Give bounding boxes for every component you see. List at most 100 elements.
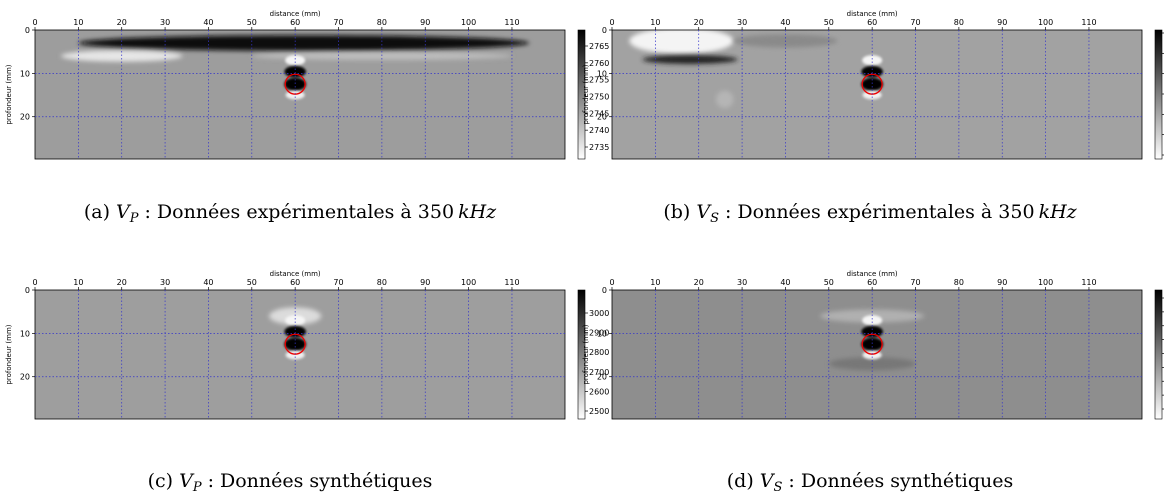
x-tick-label: 90 — [420, 278, 430, 287]
light-spot — [716, 90, 734, 109]
x-axis-label: distance (mm) — [270, 10, 321, 18]
x-tick-label: 90 — [997, 278, 1007, 287]
x-tick-label: 110 — [1081, 278, 1096, 287]
caption: (d) VS: Données synthétiques — [727, 470, 1013, 495]
y-tick-label: 0 — [602, 286, 607, 295]
caption-symbol: V — [116, 201, 132, 223]
caption-label: (b) — [663, 201, 690, 223]
dark-band — [642, 55, 738, 64]
plot-frame — [611, 289, 1143, 420]
caption-unit: kHz — [1039, 201, 1078, 223]
x-tick-label: 100 — [1038, 18, 1053, 27]
colorbar-tick-label: 2600 — [589, 387, 609, 396]
light-lobe — [862, 55, 883, 66]
x-tick-label: 40 — [780, 18, 790, 27]
dark-lobe — [861, 337, 883, 351]
caption-subscript: P — [129, 211, 139, 226]
x-tick-label: 70 — [333, 18, 343, 27]
dark-lobe — [284, 325, 306, 338]
light-lobe — [285, 315, 306, 326]
x-axis-label: distance (mm) — [270, 270, 321, 278]
image-field — [612, 30, 1142, 159]
colorbar-tick-label: 2750 — [589, 93, 609, 102]
light-lobe — [862, 315, 883, 326]
x-tick-label: 10 — [73, 18, 83, 27]
caption-unit: kHz — [458, 201, 497, 223]
x-tick-label: 20 — [694, 278, 704, 287]
y-tick-label: 20 — [20, 113, 30, 122]
y-tick-label: 10 — [20, 329, 30, 338]
x-tick-label: 20 — [117, 278, 127, 287]
y-tick-label: 10 — [597, 69, 607, 78]
colorbar-tick-label: 2735 — [589, 143, 609, 152]
x-tick-label: 100 — [461, 18, 476, 27]
colorbar-tick-label: 3000 — [589, 309, 609, 318]
x-tick-label: 10 — [73, 278, 83, 287]
colorbar — [577, 289, 586, 420]
caption: (a) VP: Données expérimentales à 350 kHz — [84, 201, 497, 226]
plot-frame — [34, 29, 566, 160]
image-field — [35, 30, 565, 159]
caption-text: : Données synthétiques — [788, 470, 1013, 492]
y-tick-label: 10 — [597, 329, 607, 338]
colorbar — [1154, 29, 1163, 160]
colorbar-tick-label: 2900 — [589, 329, 609, 338]
y-axis-label: profondeur (mm) — [582, 324, 590, 384]
image-field — [612, 290, 1142, 419]
y-tick-label: 20 — [597, 113, 607, 122]
x-tick-label: 100 — [461, 278, 476, 287]
plot-frame — [611, 29, 1143, 160]
y-axis-label: profondeur (mm) — [5, 324, 13, 384]
caption-subscript: S — [774, 480, 783, 495]
colorbar-tick-label: 2740 — [589, 126, 609, 135]
x-tick-label: 90 — [420, 18, 430, 27]
caption-label: (c) — [148, 470, 173, 492]
dark-lobe — [284, 65, 306, 78]
colorbar-tick-label: 2755 — [589, 76, 609, 85]
x-tick-label: 60 — [867, 18, 877, 27]
x-tick-label: 80 — [377, 18, 387, 27]
y-tick-label: 0 — [25, 26, 30, 35]
caption-subscript: P — [192, 480, 202, 495]
x-tick-label: 60 — [290, 278, 300, 287]
x-tick-label: 50 — [824, 18, 834, 27]
colorbar — [577, 29, 586, 160]
y-axis-label: profondeur (mm) — [5, 64, 13, 124]
x-tick-label: 40 — [203, 18, 213, 27]
x-tick-label: 30 — [160, 278, 170, 287]
x-tick-label: 0 — [609, 278, 614, 287]
x-tick-label: 110 — [504, 278, 519, 287]
x-tick-label: 70 — [910, 18, 920, 27]
x-tick-label: 40 — [203, 278, 213, 287]
x-tick-label: 60 — [290, 18, 300, 27]
y-tick-label: 20 — [597, 373, 607, 382]
x-tick-label: 50 — [824, 278, 834, 287]
x-tick-label: 0 — [609, 18, 614, 27]
light-band — [251, 52, 512, 60]
dark-lobe — [861, 77, 883, 91]
x-tick-label: 30 — [160, 18, 170, 27]
x-tick-label: 80 — [377, 278, 387, 287]
x-tick-label: 110 — [504, 18, 519, 27]
colorbar-tick-label: 2765 — [589, 42, 609, 51]
colorbar-tick-label: 2700 — [589, 368, 609, 377]
caption: (b) VS: Données expérimentales à 350 kHz — [663, 201, 1077, 226]
colorbar-tick-label: 2745 — [589, 109, 609, 118]
colorbar-tick-label: 2500 — [589, 407, 609, 416]
colorbar-tick-label: 2800 — [589, 348, 609, 357]
x-tick-label: 30 — [737, 18, 747, 27]
caption-text: : Données expérimentales à 350 — [725, 201, 1035, 223]
caption-symbol: V — [696, 201, 712, 223]
x-tick-label: 20 — [694, 18, 704, 27]
caption-text: : Données expérimentales à 350 — [144, 201, 454, 223]
light-lobe — [285, 55, 306, 66]
light-zone — [629, 30, 734, 54]
x-tick-label: 10 — [650, 18, 660, 27]
x-axis-label: distance (mm) — [847, 270, 898, 278]
colorbar — [1154, 289, 1163, 420]
